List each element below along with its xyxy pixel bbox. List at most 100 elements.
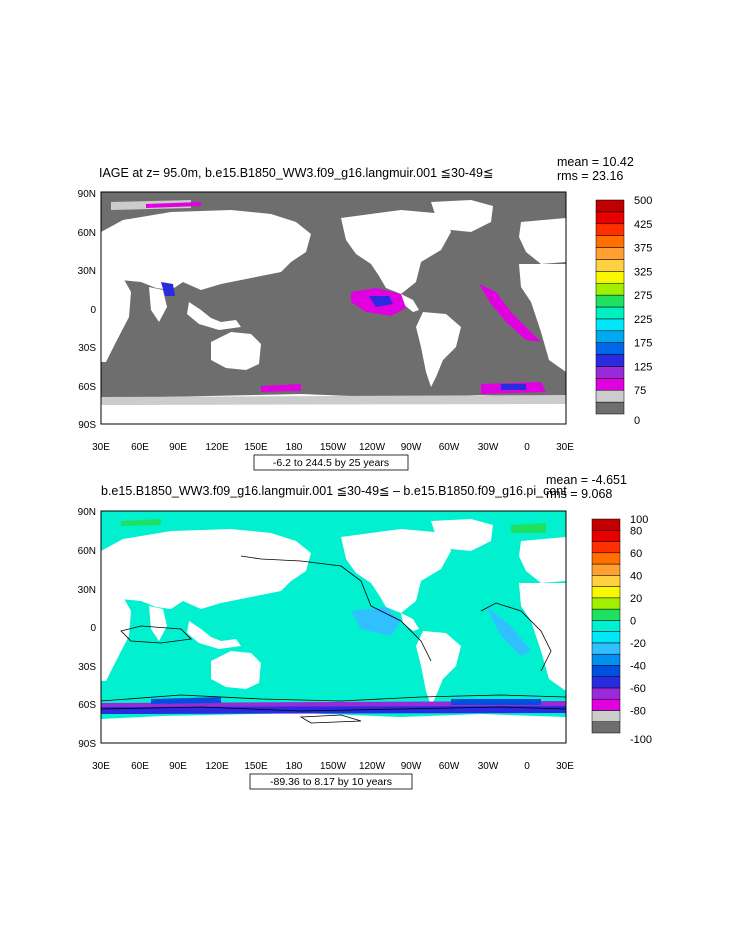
top-range-box [253,454,409,471]
bottom-x-tick-label: 150W [320,761,347,772]
top-y-tick-label: 60S [78,382,96,393]
top-panel-rms: rms = 23.16 [557,169,623,183]
top-map [100,191,567,425]
top-range-label: -6.2 to 244.5 by 25 years [273,457,389,469]
colorbar-swatch [591,687,621,700]
top-colorbar: 0 75 125 175 225 275 325 375 425 500 [595,195,652,427]
top-x-tick-label: 120E [205,442,229,453]
bottom-x-tick-label: 180 [286,761,303,772]
top-y-tick-label: 30N [78,266,96,277]
top-x-tick-label: 30E [556,442,574,453]
bottom-y-tick-label: 60N [78,546,96,557]
bottom-x-tick-label: 120W [359,761,386,772]
top-x-tick-label: 30E [92,442,110,453]
colorbar-swatch [591,563,621,576]
bottom-x-tick-label: 150E [244,761,268,772]
colorbar-label: 100 [630,514,648,526]
top-y-axis: 90N 60N 30N 0 30S 60S 90S [78,189,97,431]
bottom-x-tick-label: 30W [478,761,499,772]
top-x-tick-label: 150E [244,442,268,453]
top-panel: IAGE at z= 95.0m, b.e15.B1850_WW3.f09_g1… [78,155,652,471]
colorbar-label: 275 [634,290,652,302]
colorbar-swatch [595,294,625,308]
bottom-map-contour [120,625,192,644]
bottom-y-axis: 90N 60N 30N 0 30S 60S 90S [78,507,97,750]
top-x-tick-label: 90E [169,442,187,453]
top-y-tick-label: 60N [78,228,96,239]
colorbar-label: 500 [634,195,652,207]
top-panel-mean: mean = 10.42 [557,155,634,169]
colorbar-label: -20 [630,638,646,650]
bottom-x-tick-label: 90W [401,761,422,772]
bottom-y-tick-label: 90N [78,507,96,518]
bottom-x-tick-label: 30E [556,761,574,772]
bottom-y-tick-label: 60S [78,700,96,711]
colorbar-swatch [591,721,621,734]
top-x-tick-label: 60W [439,442,460,453]
colorbar-swatch [591,698,621,711]
colorbar-swatch [591,541,621,554]
bottom-map-contour [480,602,552,672]
bottom-x-tick-label: 120E [205,761,229,772]
top-y-tick-label: 30S [78,343,96,354]
colorbar-label: 125 [634,361,652,373]
bottom-range-box [249,773,413,790]
colorbar-swatch [595,247,625,260]
colorbar-swatch [591,518,621,531]
bottom-map [100,510,567,744]
bottom-panel: b.e15.B1850_WW3.f09_g16.langmuir.001 ≦30… [78,473,652,790]
colorbar-label: -60 [630,683,646,695]
bottom-x-tick-label: 0 [524,761,530,772]
bottom-y-tick-label: 0 [90,623,96,634]
colorbar-label: -100 [630,734,652,746]
top-x-tick-label: 30W [478,442,499,453]
colorbar-swatch [595,211,625,225]
colorbar-label: 325 [634,266,652,278]
bottom-panel-title: b.e15.B1850_WW3.f09_g16.langmuir.001 ≦30… [101,484,567,498]
bottom-x-axis: 30E 60E 90E 120E 150E 180 150W 120W 90W … [92,761,574,772]
colorbar-swatch [591,586,621,599]
top-map-polar-fringe [101,395,566,405]
colorbar-swatch [595,366,625,379]
top-x-tick-label: 180 [286,442,303,453]
colorbar-swatch [595,354,625,367]
colorbar-label: 20 [630,593,642,605]
top-y-tick-label: 0 [90,305,96,316]
colorbar-label: -40 [630,660,646,672]
top-map-frame [100,191,567,425]
bottom-x-tick-label: 60W [439,761,460,772]
top-x-tick-label: 90W [401,442,422,453]
top-x-tick-label: 60E [131,442,149,453]
colorbar-swatch [591,530,621,542]
bottom-y-tick-label: 30S [78,662,96,673]
colorbar-label: 80 [630,525,642,537]
colorbar-label: 0 [630,615,636,627]
top-x-tick-label: 0 [524,442,530,453]
top-x-tick-label: 150W [320,442,347,453]
bottom-panel-rms: rms = 9.068 [546,487,612,501]
colorbar-swatch [595,271,625,284]
colorbar-label: 40 [630,570,642,582]
colorbar-swatch [595,223,625,236]
colorbar-swatch [595,401,625,415]
top-y-tick-label: 90N [78,189,96,200]
colorbar-swatch [591,620,621,632]
bottom-panel-mean: mean = -4.651 [546,473,627,487]
colorbar-label: 175 [634,338,652,350]
colorbar-swatch [595,342,625,355]
colorbar-swatch [591,597,621,610]
colorbar-swatch [595,259,625,272]
top-panel-title: IAGE at z= 95.0m, b.e15.B1850_WW3.f09_g1… [99,166,493,180]
colorbar-label: 0 [634,415,640,427]
colorbar-label: 225 [634,314,652,326]
colorbar-swatch [591,710,621,722]
colorbar-swatch [595,235,625,248]
top-y-tick-label: 90S [78,420,96,431]
colorbar-swatch [591,676,621,689]
bottom-range-label: -89.36 to 8.17 by 10 years [270,776,392,788]
top-x-axis: 30E 60E 90E 120E 150E 180 150W 120W 90W … [92,442,574,453]
bottom-map-contour [100,706,567,712]
colorbar-swatch [591,552,621,565]
